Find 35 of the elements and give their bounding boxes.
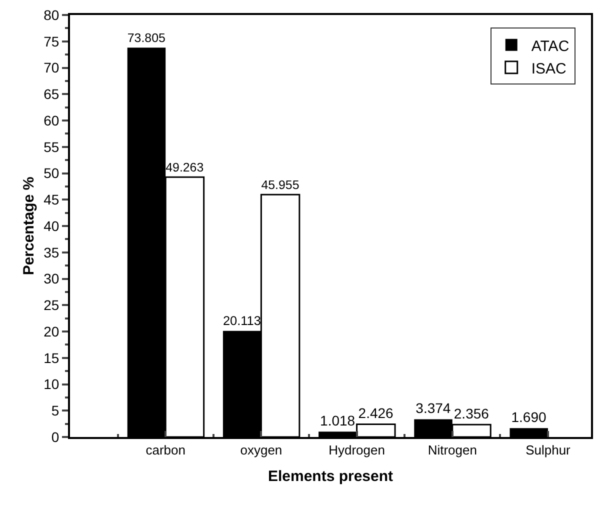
x-axis-title: Elements present [268, 468, 394, 486]
x-tick-label: Hydrogen [328, 442, 385, 458]
y-tick-label: 25 [44, 297, 60, 314]
data-label: 1.018 [320, 412, 356, 429]
data-label: 1.690 [511, 409, 546, 426]
x-tick-label: Nitrogen [428, 442, 477, 458]
y-tick-label: 35 [44, 244, 60, 260]
x-tick-label: Sulphur [526, 442, 572, 458]
data-label: 2.356 [454, 406, 490, 422]
data-label: 3.374 [416, 400, 451, 416]
y-tick-label: 75 [44, 33, 60, 50]
legend-label: ISAC [531, 60, 567, 78]
y-tick-label: 55 [44, 138, 60, 155]
data-label: 20.113 [222, 313, 261, 328]
data-label: 49.263 [166, 160, 204, 174]
y-tick-label: 50 [44, 165, 60, 182]
legend-label: ATAC [531, 38, 570, 55]
y-tick-label: 80 [44, 6, 60, 23]
y-axis-title: Percentage % [20, 176, 38, 276]
data-label: 2.426 [358, 405, 394, 422]
y-tick-label: 60 [44, 112, 60, 128]
y-tick-label: 70 [44, 60, 60, 76]
y-tick-label: 15 [44, 350, 60, 366]
y-tick-label: 65 [44, 86, 60, 102]
x-tick-label: oxygen [240, 442, 282, 458]
y-tick-label: 40 [44, 218, 60, 234]
x-tick-label: carbon [146, 442, 186, 458]
y-tick-label: 30 [44, 270, 60, 287]
data-label: 45.955 [261, 178, 300, 192]
y-tick-label: 0 [51, 428, 60, 445]
y-tick-label: 45 [44, 192, 60, 208]
y-tick-label: 10 [44, 376, 60, 392]
data-label: 73.805 [127, 31, 166, 46]
y-tick-label: 5 [51, 402, 60, 419]
y-tick-label: 20 [44, 323, 60, 340]
